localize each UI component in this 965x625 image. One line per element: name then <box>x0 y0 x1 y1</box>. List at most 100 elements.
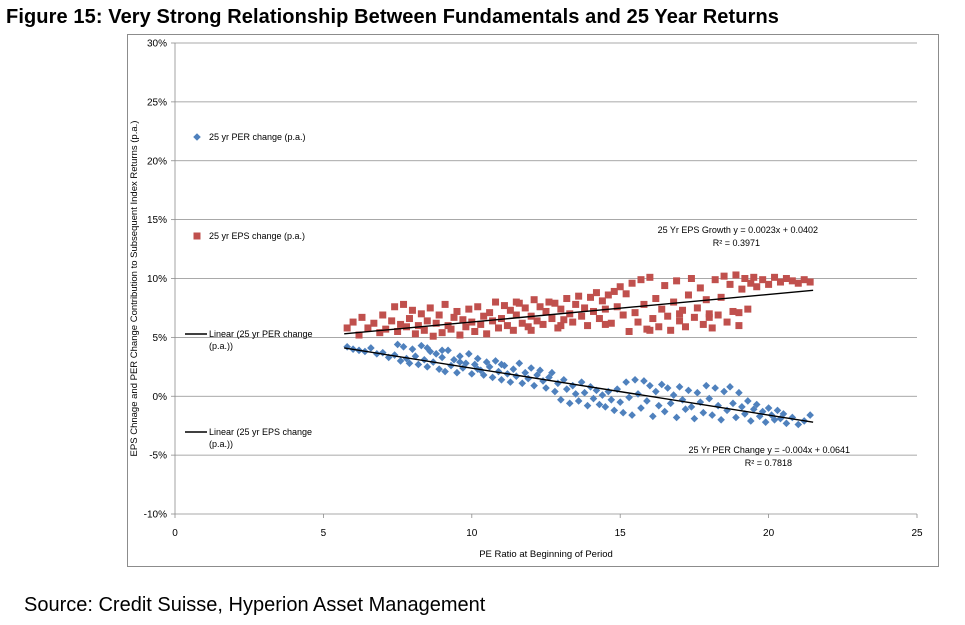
eps-change-point <box>676 317 684 325</box>
eps-change-point <box>741 275 749 282</box>
per-change-point <box>491 357 500 365</box>
chart-frame <box>127 34 939 567</box>
legend-label: 25 yr EPS change (p.a.) <box>209 231 305 241</box>
per-change-point <box>764 404 773 412</box>
eps-change-point <box>447 325 455 333</box>
eps-change-point <box>444 322 452 330</box>
eps-change-point <box>699 320 707 328</box>
eps-change-point <box>506 306 514 314</box>
eps-change-point <box>738 285 746 293</box>
eps-change-point <box>355 331 363 339</box>
per-change-point <box>705 394 714 403</box>
eps-change-point <box>676 310 684 318</box>
per-change-point <box>681 405 690 414</box>
eps-change-point <box>432 319 440 327</box>
y-tick-labels: -10% -5% 0% 5% 10% 15% 20% 25% 30% <box>144 39 167 521</box>
per-change-point <box>571 390 580 398</box>
eps-change-point <box>545 298 553 306</box>
per-change-point <box>509 365 518 373</box>
per-change-point <box>485 363 494 371</box>
eps-change-point <box>343 324 351 332</box>
eps-change-point <box>403 323 411 331</box>
per-change-point <box>699 408 708 417</box>
y-tick-label: 15% <box>147 215 167 226</box>
legend-per-marker <box>193 133 201 141</box>
per-change-point <box>726 383 734 391</box>
eps-change-point <box>794 279 802 287</box>
eps-change-point <box>560 316 568 324</box>
legend-label-continued: (p.a.)) <box>209 341 233 351</box>
per-change-point <box>378 348 387 357</box>
per-change-point <box>527 364 535 372</box>
per-change-point <box>500 361 509 370</box>
per-change-point <box>402 354 411 363</box>
eps-change-point <box>726 280 734 288</box>
per-change-point <box>521 368 530 377</box>
eps-change-point <box>587 293 595 301</box>
eps-change-point <box>391 303 399 311</box>
per-change-point <box>497 360 506 369</box>
eps-change-point <box>551 299 559 307</box>
per-change-point <box>482 358 491 366</box>
per-change-point <box>470 360 479 369</box>
eps-change-point <box>474 303 482 311</box>
eps-change-point <box>438 329 446 337</box>
eps-change-point <box>771 273 779 281</box>
eps-change-point <box>687 275 695 282</box>
eps-change-point <box>711 276 719 284</box>
per-change-point <box>530 381 538 390</box>
per-change-point <box>565 399 574 408</box>
eps-change-point <box>382 325 390 333</box>
legend-eps-marker <box>193 232 201 240</box>
per-change-point <box>423 344 432 352</box>
eps-trend-r2: R² = 0.3971 <box>713 238 760 248</box>
eps-change-point <box>679 306 687 314</box>
legend-label: Linear (25 yr PER change <box>209 329 313 339</box>
eps-change-point <box>397 320 405 328</box>
per-change-point <box>554 379 562 388</box>
eps-change-point <box>477 320 485 328</box>
eps-change-point <box>480 312 488 320</box>
per-change-point <box>560 375 568 384</box>
eps-change-point <box>575 292 583 300</box>
per-change-point <box>708 411 717 419</box>
eps-change-point <box>681 323 689 331</box>
eps-change-point <box>625 327 633 335</box>
per-change-point <box>506 378 515 386</box>
per-change-point <box>414 360 423 369</box>
per-change-point <box>479 371 488 379</box>
per-change-point <box>806 411 814 419</box>
eps-change-point <box>349 318 357 326</box>
y-tick-label: 30% <box>147 39 167 50</box>
eps-change-point <box>723 318 731 326</box>
eps-change-point <box>765 280 773 288</box>
per-change-point <box>545 373 553 382</box>
per-change-point <box>782 419 791 428</box>
eps-change-point <box>601 320 609 328</box>
eps-change-point <box>533 317 541 325</box>
eps-change-point <box>655 323 663 331</box>
eps-change-point <box>459 316 467 324</box>
eps-change-point <box>548 315 556 323</box>
eps-change-point <box>640 300 648 308</box>
per-change-point <box>794 420 803 429</box>
per-change-point <box>660 407 669 416</box>
eps-change-point <box>578 312 586 320</box>
eps-change-point <box>411 330 419 338</box>
eps-change-point <box>759 276 767 284</box>
eps-change-point <box>649 315 657 323</box>
per-trendline <box>344 347 814 423</box>
per-change-point <box>622 378 630 386</box>
eps-change-point <box>471 327 479 335</box>
eps-change-point <box>512 311 520 319</box>
per-change-point <box>761 418 770 426</box>
eps-change-point <box>696 284 704 292</box>
per-change-point <box>488 373 497 382</box>
per-change-point <box>399 342 408 351</box>
per-change-point <box>616 398 624 406</box>
eps-change-point <box>720 272 728 280</box>
eps-change-point <box>426 304 434 312</box>
eps-change-point <box>453 307 461 315</box>
per-change-point <box>589 394 598 403</box>
